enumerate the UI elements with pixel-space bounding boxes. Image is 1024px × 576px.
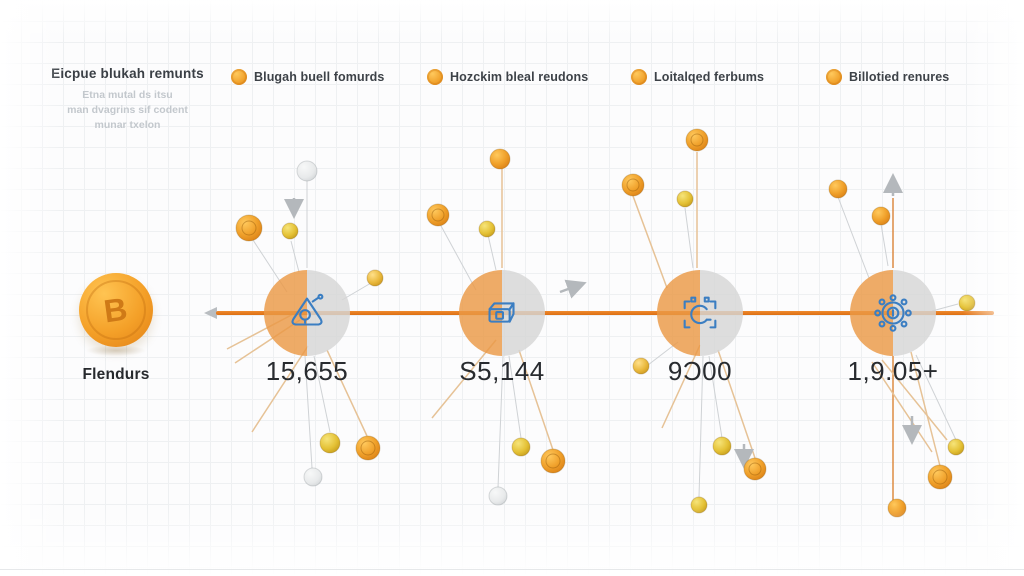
intro-subtitle: Etna mutal ds itsu man dvagrins sif code… bbox=[35, 88, 220, 133]
milestone-value-4: 1,9.05+ bbox=[847, 356, 939, 386]
coin-icon bbox=[828, 179, 848, 199]
coin-icon bbox=[511, 437, 531, 457]
milestone-value-1: 15,655 bbox=[265, 356, 349, 386]
coin-icon bbox=[303, 467, 323, 487]
coin-icon bbox=[478, 220, 496, 238]
cube-chest-icon bbox=[488, 302, 515, 323]
column-header-1: Blugah buell fomurds bbox=[231, 69, 384, 85]
column-header-4: Billotied renures bbox=[826, 69, 949, 85]
column-header-label: Blugah buell fomurds bbox=[254, 70, 385, 84]
coin-icon bbox=[426, 203, 450, 227]
coin-icon bbox=[685, 128, 709, 152]
coin-icon bbox=[927, 464, 953, 490]
milestone-node-4 bbox=[850, 270, 936, 356]
column-header-label: Billotied renures bbox=[849, 70, 950, 84]
coin-icon bbox=[296, 160, 318, 182]
coin-icon bbox=[871, 206, 891, 226]
coin-icon bbox=[489, 148, 511, 170]
milestone-value-3: 9Ɔ00 bbox=[667, 356, 733, 386]
frame-c-icon bbox=[683, 296, 717, 329]
coin-icon bbox=[488, 486, 508, 506]
bitcoin-coin-icon: B bbox=[79, 273, 153, 347]
bottom-divider bbox=[0, 569, 1024, 570]
milestone-node-2 bbox=[459, 270, 545, 356]
coin-icon bbox=[676, 190, 694, 208]
coin-icon bbox=[319, 432, 341, 454]
coin-icon bbox=[631, 69, 647, 85]
coin-icon bbox=[826, 69, 842, 85]
intro-subtitle-line: munar txelon bbox=[94, 119, 161, 131]
coin-icon bbox=[712, 436, 732, 456]
intro-block: Eicpue blukah remunts Etna mutal ds itsu… bbox=[35, 66, 220, 133]
intro-title: Eicpue blukah remunts bbox=[51, 66, 204, 81]
coin-label: Flendurs bbox=[82, 366, 150, 383]
column-header-2: Hozckim bleal reudons bbox=[427, 69, 588, 85]
milestone-node-3 bbox=[657, 270, 743, 356]
coin-icon bbox=[621, 173, 645, 197]
coin-icon bbox=[947, 438, 965, 456]
arrow-right-icon bbox=[559, 279, 587, 299]
coin-icon bbox=[281, 222, 299, 240]
column-header-label: Hozckim bleal reudons bbox=[450, 70, 589, 84]
coin-icon bbox=[690, 496, 708, 514]
gear-icon bbox=[874, 294, 912, 332]
coin-icon bbox=[887, 498, 907, 518]
bitcoin-symbol: B bbox=[102, 290, 130, 330]
column-header-label: Loitalqed ferbums bbox=[654, 70, 765, 84]
coin-icon bbox=[743, 457, 767, 481]
intro-subtitle-line: Etna mutal ds itsu bbox=[82, 89, 173, 101]
milestone-node-1 bbox=[264, 270, 350, 356]
coin-icon bbox=[366, 269, 384, 287]
column-header-3: Loitalqed ferbums bbox=[631, 69, 764, 85]
coin-icon bbox=[235, 214, 263, 242]
intro-subtitle-line: man dvagrins sif codent bbox=[67, 104, 188, 116]
coin-icon bbox=[958, 294, 976, 312]
coin-icon bbox=[355, 435, 381, 461]
coin-icon bbox=[231, 69, 247, 85]
coin-icon bbox=[427, 69, 443, 85]
coin-icon bbox=[540, 448, 566, 474]
milestone-value-2: S5,144 bbox=[459, 356, 545, 386]
prism-device-icon bbox=[291, 293, 324, 326]
